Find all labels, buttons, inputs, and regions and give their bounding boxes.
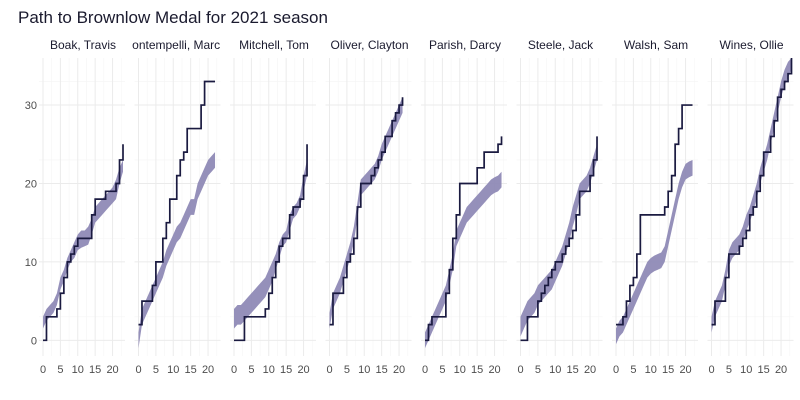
actual-votes-line — [425, 136, 503, 342]
predicted-band — [616, 159, 693, 345]
x-tick-label: 15 — [471, 364, 483, 376]
facet-label: Mitchell, Tom — [239, 38, 309, 52]
actual-votes-line — [234, 144, 308, 342]
y-axis: 0 10 20 30 — [25, 100, 37, 347]
predicted-band — [138, 152, 216, 349]
actual-votes-line — [138, 80, 216, 326]
x-tick-label: 0 — [231, 364, 237, 376]
facet-panel: Parish, Darcy 0 5 10 15 20 — [421, 38, 507, 376]
facet-panel: Wines, Ollie 0 5 10 15 20 — [707, 38, 794, 376]
x-tick-label: 20 — [488, 364, 500, 376]
facet-label: Parish, Darcy — [429, 38, 501, 52]
x-tick-label: 5 — [344, 364, 350, 376]
actual-votes-line — [43, 144, 124, 342]
x-tick-label: 0 — [613, 364, 619, 376]
x-tick-label: 10 — [549, 364, 561, 376]
x-tick-label: 20 — [584, 364, 596, 376]
x-tick-label: 5 — [439, 364, 445, 376]
facet-label: Steele, Jack — [528, 38, 594, 52]
x-tick-label: 20 — [297, 364, 309, 376]
x-tick-label: 0 — [708, 364, 714, 376]
x-tick-label: 20 — [106, 364, 118, 376]
x-tick-label: 5 — [57, 364, 63, 376]
x-tick-label: 0 — [135, 364, 141, 376]
x-tick-label: 5 — [248, 364, 254, 376]
x-tick-label: 0 — [40, 364, 46, 376]
x-tick-label: 5 — [630, 364, 636, 376]
x-tick-label: 5 — [726, 364, 732, 376]
actual-votes-line — [711, 58, 793, 326]
facet-panel: Mitchell, Tom 0 5 10 15 20 — [230, 38, 316, 376]
x-tick-label: 20 — [775, 364, 787, 376]
x-tick-label: 10 — [645, 364, 657, 376]
x-tick-label: 5 — [535, 364, 541, 376]
x-tick-label: 10 — [263, 364, 275, 376]
x-tick-label: 15 — [567, 364, 579, 376]
predicted-band — [43, 159, 123, 329]
x-tick-label: 15 — [758, 364, 770, 376]
predicted-band — [711, 58, 792, 333]
x-tick-label: 5 — [153, 364, 159, 376]
y-tick-label: 20 — [25, 178, 37, 190]
facet-panel: Boak, Travis 0 5 10 15 20 — [39, 38, 125, 376]
facet-label: Boak, Travis — [50, 38, 116, 52]
actual-votes-line — [520, 136, 598, 342]
actual-votes-line — [616, 104, 693, 326]
facet-panel: Oliver, Clayton 0 5 10 15 20 — [325, 38, 412, 376]
y-tick-label: 0 — [31, 335, 37, 347]
x-tick-label: 10 — [358, 364, 370, 376]
predicted-band — [425, 171, 502, 349]
facet-label: Wines, Ollie — [719, 38, 783, 52]
facet-panel: Steele, Jack 0 5 10 15 20 — [516, 38, 603, 376]
x-tick-label: 15 — [662, 364, 674, 376]
facet-panel: Bontempelli, Marcus 0 5 10 15 20 — [124, 38, 233, 376]
x-tick-label: 15 — [280, 364, 292, 376]
y-tick-label: 10 — [25, 257, 37, 269]
x-tick-label: 10 — [454, 364, 466, 376]
x-tick-label: 10 — [167, 364, 179, 376]
facet-panel: Walsh, Sam 0 5 10 15 20 — [612, 38, 698, 376]
x-tick-label: 0 — [422, 364, 428, 376]
x-tick-label: 15 — [89, 364, 101, 376]
x-tick-label: 20 — [393, 364, 405, 376]
x-tick-label: 10 — [740, 364, 752, 376]
x-tick-label: 10 — [72, 364, 84, 376]
facet-label: Walsh, Sam — [624, 38, 688, 52]
x-tick-label: 0 — [517, 364, 523, 376]
chart-title: Path to Brownlow Medal for 2021 season — [18, 8, 328, 27]
x-tick-label: 15 — [376, 364, 388, 376]
x-tick-label: 20 — [202, 364, 214, 376]
x-tick-label: 15 — [185, 364, 197, 376]
y-tick-label: 30 — [25, 100, 37, 112]
x-tick-label: 20 — [679, 364, 691, 376]
facet-label: Oliver, Clayton — [330, 38, 408, 52]
x-tick-label: 0 — [326, 364, 332, 376]
predicted-band — [234, 159, 308, 329]
predicted-band — [520, 144, 598, 337]
actual-votes-line — [329, 97, 404, 326]
facet-label: Bontempelli, Marcus — [124, 38, 233, 52]
